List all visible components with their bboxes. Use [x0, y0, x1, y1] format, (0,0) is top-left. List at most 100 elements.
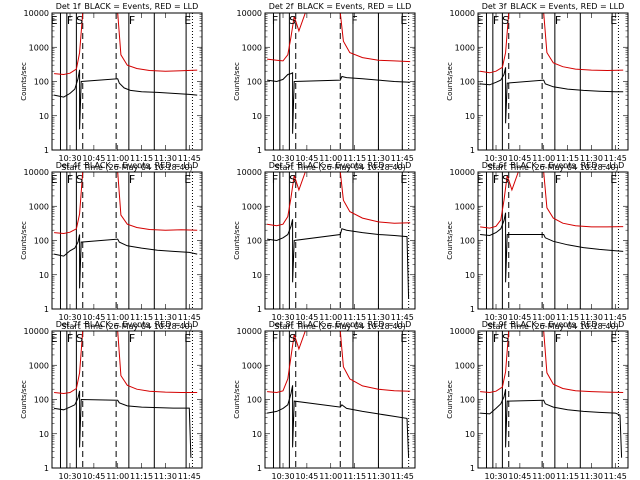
lld-series-line: [267, 331, 411, 394]
plot-frame: [51, 330, 203, 469]
y-tick-label: 1: [470, 305, 475, 314]
x-axis-label: Start Time (26-May-04 10:18:40): [274, 322, 405, 331]
segment-label: F: [129, 14, 135, 27]
legend-text: BLACK = Events, RED = LLD: [297, 161, 411, 170]
segment-label: E: [51, 14, 58, 27]
plot-frame: [51, 171, 203, 310]
x-tick-label: 11:00: [532, 154, 555, 163]
events-series-line: [480, 389, 623, 458]
y-tick-label: 10: [252, 271, 262, 280]
panel-title: Det 8f BLACK = Events, RED = LLD: [269, 320, 412, 329]
segment-label: F: [129, 173, 135, 186]
y-tick-label: 10000: [450, 327, 475, 336]
x-tick-label: 11:15: [556, 313, 579, 322]
segment-label: E: [477, 332, 484, 345]
x-tick-label: 11:30: [367, 154, 390, 163]
x-tick-label: 10:30: [271, 313, 294, 322]
segment-label: F: [351, 14, 357, 27]
plot-frame: [477, 330, 629, 469]
panel-det-2: Det 2f BLACK = Events, RED = LLD110100100…: [233, 2, 416, 172]
segment-label: E: [610, 332, 617, 345]
x-axis-label: Start Time (26-May-04 10:18:40): [274, 163, 405, 172]
x-tick-label: 11:00: [319, 313, 342, 322]
x-tick-label: 10:45: [82, 472, 105, 480]
segment-label: F: [555, 14, 561, 27]
events-series-line: [267, 385, 410, 458]
x-tick-label: 11:30: [154, 472, 177, 480]
panel-det-7: Det 7f BLACK = Events, RED = LLD 1 10 100 100…: [20, 320, 203, 480]
legend-text: BLACK = Events, RED = LLD: [84, 161, 198, 170]
segment-label: E: [477, 173, 484, 186]
segment-label: F: [493, 332, 499, 345]
x-tick-label: 11:30: [154, 313, 177, 322]
segment-label: E: [184, 332, 191, 345]
y-tick-label: 1: [470, 464, 475, 473]
x-tick-label: 11:15: [556, 472, 579, 480]
x-tick-label: 11:30: [580, 472, 603, 480]
x-tick-label: 11:15: [556, 154, 579, 163]
y-tick-label: 100: [460, 396, 475, 405]
y-axis-label: Counts/sec: [446, 380, 454, 419]
plot-frame: [477, 171, 629, 310]
y-tick-label: 1: [44, 464, 49, 473]
segment-label: E: [184, 173, 191, 186]
segment-label: S: [76, 14, 83, 27]
x-tick-label: 11:00: [319, 154, 342, 163]
y-tick-label: 1000: [29, 361, 49, 370]
y-tick-label: 10000: [450, 168, 475, 177]
y-tick-label: 1000: [455, 43, 475, 52]
segment-label: F: [555, 332, 561, 345]
y-tick-label: 1000: [242, 43, 262, 52]
y-tick-label: 10000: [237, 9, 262, 18]
y-tick-label: 1000: [242, 361, 262, 370]
segment-label: E: [51, 173, 58, 186]
segment-label: E: [400, 173, 407, 186]
x-tick-label: 11:00: [106, 313, 129, 322]
lld-series-line: [480, 172, 624, 229]
x-tick-label: 11:45: [604, 313, 627, 322]
panel-det-5: Det 5f BLACK = Events, RED = LLD110100100…: [233, 161, 416, 331]
y-tick-label: 10000: [24, 9, 49, 18]
x-tick-label: 11:15: [343, 313, 366, 322]
y-tick-label: 10: [39, 430, 49, 439]
x-tick-label: 10:30: [484, 154, 507, 163]
y-tick-label: 10000: [24, 327, 49, 336]
x-tick-label: 11:15: [130, 313, 153, 322]
segment-label: F: [272, 332, 278, 345]
legend-text: BLACK = Events, RED = LLD: [510, 320, 624, 329]
x-tick-label: 11:15: [130, 154, 153, 163]
panel-title: Det 9f BLACK = Events, RED = LLD: [482, 320, 625, 329]
y-tick-label: 1: [257, 146, 262, 155]
x-tick-label: 11:30: [367, 313, 390, 322]
segment-label: S: [502, 173, 509, 186]
x-tick-label: 10:30: [58, 154, 81, 163]
y-tick-label: 10: [465, 271, 475, 280]
detector-name: Det 9f: [482, 320, 507, 329]
segment-label: F: [129, 332, 135, 345]
y-axis-label: Counts/sec: [20, 221, 28, 260]
detector-name: Det 1f: [56, 2, 81, 11]
x-axis-label: Start Time (26-May-04 10:18:40): [487, 163, 618, 172]
plot-frame: [477, 12, 629, 151]
x-tick-label: 10:45: [295, 472, 318, 480]
plot-frame: [264, 12, 416, 151]
y-tick-label: 1: [44, 305, 49, 314]
segment-label: F: [67, 14, 73, 27]
segment-label: F: [493, 14, 499, 27]
segment-label: F: [493, 173, 499, 186]
lld-series-line: [267, 13, 411, 63]
y-tick-label: 1000: [29, 202, 49, 211]
events-series-line: [267, 71, 411, 134]
x-tick-label: 11:45: [178, 154, 201, 163]
lld-series-line: [54, 331, 198, 395]
x-tick-label: 11:45: [178, 313, 201, 322]
segment-label: S: [76, 332, 83, 345]
segment-label: F: [351, 332, 357, 345]
segment-label: F: [67, 173, 73, 186]
y-tick-label: 100: [247, 396, 262, 405]
segment-label: E: [400, 14, 407, 27]
x-tick-label: 11:45: [178, 472, 201, 480]
legend-text: BLACK = Events, RED = LLD: [84, 320, 198, 329]
y-tick-label: 10000: [450, 9, 475, 18]
